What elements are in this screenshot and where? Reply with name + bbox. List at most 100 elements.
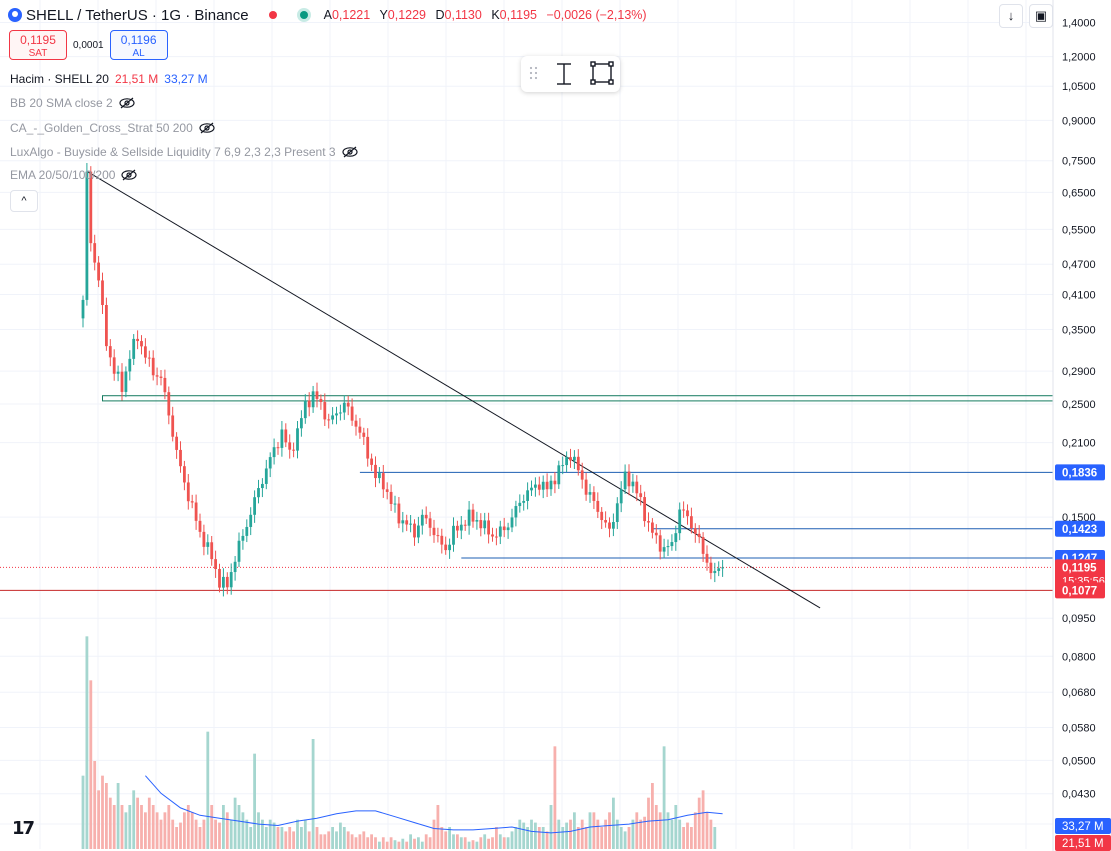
- price-label-box: [1055, 559, 1105, 588]
- volume-bar: [420, 841, 424, 849]
- hidden-eye-icon[interactable]: [199, 122, 215, 134]
- volume-bar: [151, 805, 155, 849]
- candle-body: [654, 532, 658, 536]
- volume-bar: [128, 805, 132, 849]
- candle-body: [600, 511, 604, 521]
- symbol-title[interactable]: SHELL / TetherUS · 1G · Binance: [26, 6, 249, 24]
- y-tick-label: 0,2100: [1062, 438, 1096, 450]
- candles: [81, 162, 724, 597]
- volume-bar: [303, 819, 307, 849]
- volume-bar: [401, 838, 405, 849]
- volume-bar: [619, 827, 623, 849]
- volume-bar: [194, 819, 198, 849]
- volume-bar: [631, 819, 635, 849]
- candle-body: [631, 481, 635, 487]
- candle-body: [237, 540, 241, 562]
- bb-indicator-legend[interactable]: BB 20 SMA close 2: [10, 96, 135, 110]
- candle-body: [592, 492, 596, 501]
- candle-body: [580, 470, 584, 480]
- candle-body: [342, 402, 346, 413]
- candle-body: [697, 533, 701, 538]
- candle-body: [175, 436, 178, 450]
- volume-bar: [444, 831, 448, 849]
- candle-body: [93, 243, 97, 263]
- volume-bar: [576, 827, 580, 849]
- volume-bar: [553, 746, 557, 849]
- volume-bar: [89, 680, 93, 849]
- low-label: D: [435, 8, 445, 22]
- volume-bar: [569, 819, 572, 849]
- candle-body: [241, 535, 245, 541]
- volume-bar: [686, 822, 689, 849]
- hidden-eye-icon[interactable]: [341, 146, 358, 158]
- candle-body: [331, 415, 334, 420]
- candle-body: [432, 527, 436, 536]
- candle-body: [588, 492, 592, 495]
- hidden-eye-icon[interactable]: [119, 97, 135, 109]
- volume-bar: [350, 834, 354, 849]
- range-icon[interactable]: [557, 63, 571, 85]
- luxalgo-indicator-legend[interactable]: LuxAlgo - Buyside & Sellside Liquidity 7…: [10, 145, 358, 159]
- volume-bar: [549, 805, 553, 849]
- candle-body: [440, 535, 444, 545]
- volume-indicator-label: Hacim · SHELL 20: [10, 72, 109, 86]
- candle-body: [483, 520, 487, 529]
- market-status-icon[interactable]: [268, 11, 277, 19]
- candle-body: [171, 415, 175, 437]
- volume-indicator-legend[interactable]: Hacim · SHELL 20 21,51 M 33,27 M: [10, 72, 208, 86]
- candle-body: [541, 481, 545, 490]
- candle-body: [530, 487, 533, 491]
- volume-bar: [600, 827, 604, 849]
- buy-button[interactable]: 0,1196 AL: [109, 30, 168, 60]
- ema-indicator-legend[interactable]: EMA 20/50/100/200: [10, 168, 138, 182]
- drawings[interactable]: [0, 170, 1054, 609]
- candle-body: [378, 473, 381, 479]
- live-status-icon[interactable]: [299, 11, 308, 19]
- candle-body: [693, 528, 697, 534]
- volume-bar: [697, 797, 701, 849]
- scroll-down-button[interactable]: ↓: [999, 4, 1023, 28]
- trade-panel: 0,1195 SAT 0,0001 0,1196 AL: [9, 30, 168, 60]
- close-label: K: [491, 8, 500, 22]
- volume-bar: [175, 827, 178, 849]
- screen-toggle-button[interactable]: ▣: [1029, 4, 1053, 28]
- volume-bar: [580, 819, 584, 849]
- candle-body: [510, 517, 514, 528]
- volume-bar: [124, 812, 128, 849]
- volume-bar: [537, 827, 541, 849]
- drawing-toolbar: [521, 56, 620, 92]
- candle-body: [495, 536, 498, 538]
- price-axis[interactable]: 1,4000 1,2000 1,0500 0,9000 0,7500 0,6500 0,55…: [1052, 0, 1111, 851]
- volume-bar: [397, 841, 401, 849]
- volume-bar: [335, 831, 338, 849]
- drag-handle-icon[interactable]: [529, 66, 538, 80]
- rectangle-icon[interactable]: [590, 61, 614, 85]
- candle-body: [350, 406, 354, 421]
- volume-bar: [307, 831, 311, 849]
- sell-button[interactable]: 0,1195 SAT: [9, 30, 67, 60]
- volume-bar: [514, 827, 518, 849]
- volume-bar: [179, 822, 182, 849]
- hidden-eye-icon[interactable]: [121, 169, 138, 181]
- candle-body: [144, 346, 147, 358]
- sell-label: SAT: [28, 48, 48, 59]
- volume-bar: [674, 805, 678, 849]
- candle-body: [179, 449, 182, 467]
- volume-bar: [639, 819, 643, 849]
- volume-bar: [374, 837, 377, 849]
- volume-bar: [163, 812, 167, 849]
- volume-bar: [666, 812, 670, 849]
- volume-bar: [452, 834, 455, 849]
- volume-bar: [147, 797, 151, 849]
- ca-indicator-legend[interactable]: CA_-_Golden_Cross_Strat 50 200: [10, 121, 215, 135]
- collapse-legend-button[interactable]: ^: [10, 190, 38, 212]
- candle-body: [280, 429, 284, 448]
- volume-blue-value: 33,27 M: [164, 72, 208, 86]
- volume-bar: [171, 819, 175, 849]
- candle-body: [296, 428, 299, 451]
- volume-bar: [690, 827, 693, 849]
- volume-bar: [237, 805, 241, 849]
- candle-body: [576, 456, 580, 471]
- volume-bar: [362, 831, 366, 849]
